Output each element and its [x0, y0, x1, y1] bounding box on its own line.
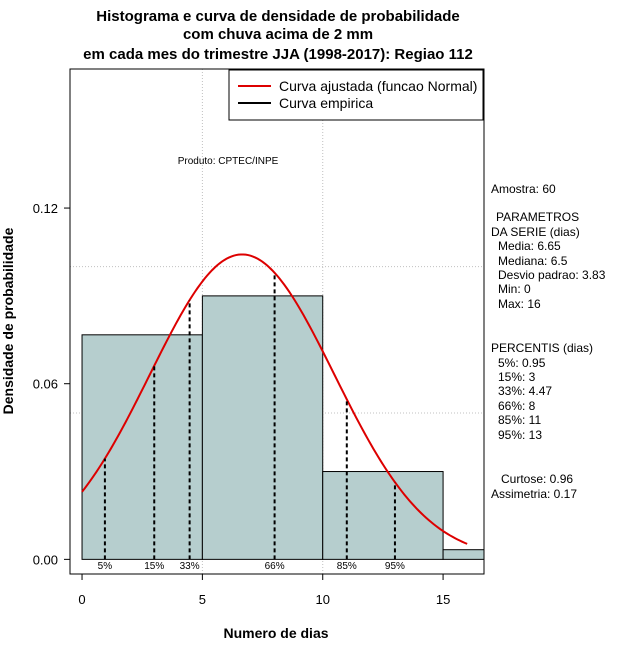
percentile-95: 95%: 13 [498, 428, 542, 442]
percentile-label-5: 95% [385, 561, 405, 572]
param-max: Max: 16 [498, 297, 541, 311]
param-mean: Media: 6.65 [498, 239, 561, 253]
params-title-1: PARAMETROS [496, 210, 579, 224]
percentile-layer: 5% 15% 33% 66% 85% 95% [98, 272, 405, 572]
percentile-15: 15%: 3 [498, 370, 536, 384]
x-axis: 0 5 10 15 [78, 573, 450, 607]
histogram-bar-0 [81, 334, 203, 560]
percentile-66: 66%: 8 [498, 399, 536, 413]
x-tick-label-2: 10 [315, 592, 329, 607]
legend-box [228, 69, 484, 121]
chart-annotation: Produto: CPTEC/INPE [178, 156, 279, 167]
param-min: Min: 0 [498, 282, 531, 296]
legend-label-empirical: Curva empirica [279, 95, 373, 111]
percentile-label-4: 85% [337, 561, 357, 572]
x-tick-label-0: 0 [78, 592, 85, 607]
normal-density-curve [81, 253, 468, 545]
y-axis-title: Densidade de probabilidade [0, 227, 16, 414]
percentile-label-3: 66% [265, 561, 285, 572]
percentile-33: 33%: 4.47 [498, 384, 552, 398]
y-tick-label-1: 0.06 [33, 377, 58, 392]
kurtosis: Curtose: 0.96 [501, 472, 573, 486]
percentile-label-1: 15% [144, 561, 164, 572]
param-median: Mediana: 6.5 [498, 254, 568, 268]
chart-title-line-3: em cada mes do trimestre JJA (1998-2017)… [83, 46, 473, 63]
percentile-label-0: 5% [98, 561, 113, 572]
sample-size: Amostra: 60 [491, 182, 556, 196]
skewness: Assimetria: 0.17 [491, 487, 577, 501]
chart-title-line-2: com chuva acima de 2 mm [183, 26, 373, 43]
y-axis: 0.00 0.06 0.12 [33, 201, 71, 567]
histogram-bar-1 [201, 295, 324, 560]
chart-title-line-1: Histograma e curva de densidade de proba… [96, 8, 459, 25]
legend: Curva ajustada (funcao Normal) Curva emp… [228, 69, 484, 121]
percentile-85: 85%: 11 [498, 413, 541, 427]
y-tick-label-2: 0.12 [33, 201, 58, 216]
y-tick-label-0: 0.00 [33, 552, 58, 567]
percentiles-title: PERCENTIS (dias) [491, 341, 593, 355]
histogram-bar-3 [442, 549, 485, 560]
x-axis-title: Numero de dias [223, 625, 328, 641]
legend-label-fitted: Curva ajustada (funcao Normal) [279, 78, 477, 94]
param-sd: Desvio padrao: 3.83 [498, 268, 606, 282]
x-tick-label-3: 15 [436, 592, 450, 607]
x-tick-label-1: 5 [199, 592, 206, 607]
percentile-label-2: 33% [180, 561, 200, 572]
curve-layer [81, 253, 468, 545]
bars-layer [81, 295, 485, 560]
percentile-5: 5%: 0.95 [498, 356, 546, 370]
side-panel: Amostra: 60 PARAMETROS DA SERIE (dias) M… [491, 182, 606, 501]
params-title-2: DA SERIE (dias) [491, 225, 580, 239]
